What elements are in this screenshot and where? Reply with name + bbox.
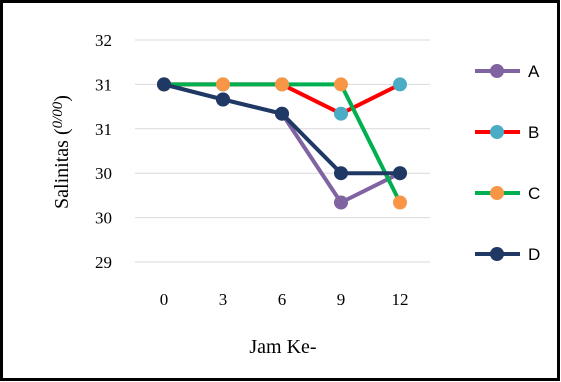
legend-swatch-marker (490, 125, 504, 139)
x-tick-label: 9 (337, 290, 346, 309)
x-tick-label: 3 (219, 290, 228, 309)
y-tick-label: 32 (95, 31, 112, 50)
y-tick-label: 31 (95, 75, 112, 94)
data-point (334, 77, 348, 92)
data-point (334, 195, 348, 210)
y-axis-label-close: ) (51, 95, 73, 102)
y-tick-label: 30 (95, 209, 112, 228)
x-tick-label: 6 (278, 290, 287, 309)
data-point (216, 77, 230, 92)
series-d (157, 77, 407, 181)
legend-swatch-marker (490, 247, 504, 261)
x-tick-labels: 0 3 6 9 12 (160, 290, 409, 309)
legend-label: D (528, 245, 540, 264)
data-point (393, 195, 407, 210)
data-point (275, 77, 289, 92)
data-point (157, 77, 171, 92)
y-axis-label: Salinitas (0/00) (50, 95, 73, 209)
data-point (275, 106, 289, 121)
legend-label: A (528, 62, 540, 81)
x-tick-label: 0 (160, 290, 169, 309)
x-tick-label: 12 (392, 290, 409, 309)
data-point (216, 92, 230, 107)
y-axis-label-unit: 0/00 (50, 101, 66, 128)
data-point (334, 166, 348, 181)
y-axis-label-main: Salinitas ( (51, 128, 73, 209)
legend: A B C D (475, 62, 540, 264)
legend-entry: B (475, 123, 539, 142)
legend-entry: A (475, 62, 540, 81)
y-tick-label: 31 (95, 120, 112, 139)
legend-label: B (528, 123, 539, 142)
x-axis-label: Jam Ke- (249, 336, 316, 358)
data-point (334, 106, 348, 121)
legend-swatch-marker (490, 64, 504, 78)
y-tick-label: 30 (95, 164, 112, 183)
y-tick-labels: 32 31 31 30 30 29 (95, 31, 112, 272)
data-point (393, 166, 407, 181)
legend-entry: C (475, 184, 540, 203)
y-tick-label: 29 (95, 253, 112, 272)
legend-entry: D (475, 245, 540, 264)
legend-swatch-marker (490, 186, 504, 200)
legend-label: C (528, 184, 540, 203)
data-point (393, 77, 407, 92)
series-lines (157, 77, 407, 210)
